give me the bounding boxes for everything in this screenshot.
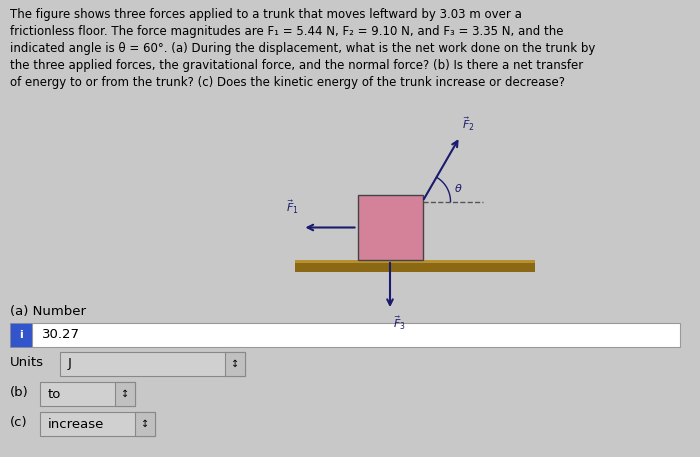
Text: Units: Units xyxy=(10,356,44,369)
Text: J: J xyxy=(68,357,72,371)
Text: (c): (c) xyxy=(10,416,27,429)
Text: $\vec{F}_3$: $\vec{F}_3$ xyxy=(393,314,406,331)
Text: $\vec{F}_1$: $\vec{F}_1$ xyxy=(286,198,298,216)
Text: 30.27: 30.27 xyxy=(42,329,80,341)
Bar xyxy=(295,260,535,263)
Bar xyxy=(10,323,32,347)
Bar xyxy=(295,260,535,272)
Bar xyxy=(225,352,245,376)
Text: The figure shows three forces applied to a trunk that moves leftward by 3.03 m o: The figure shows three forces applied to… xyxy=(10,8,596,89)
Text: $\vec{F}_2$: $\vec{F}_2$ xyxy=(462,115,475,133)
Text: (a) Number: (a) Number xyxy=(10,305,86,318)
Bar xyxy=(115,382,135,406)
Text: ↕: ↕ xyxy=(141,419,149,429)
Text: $\theta$: $\theta$ xyxy=(454,181,463,193)
Bar xyxy=(135,412,155,436)
Bar xyxy=(60,352,245,376)
Text: ↕: ↕ xyxy=(231,359,239,369)
Bar xyxy=(358,195,423,260)
Text: ↕: ↕ xyxy=(121,389,129,399)
Text: (b): (b) xyxy=(10,386,29,399)
Bar xyxy=(40,382,135,406)
Bar xyxy=(32,323,680,347)
Bar xyxy=(40,412,155,436)
Text: i: i xyxy=(19,330,23,340)
Text: to: to xyxy=(48,388,62,400)
Text: increase: increase xyxy=(48,418,104,430)
